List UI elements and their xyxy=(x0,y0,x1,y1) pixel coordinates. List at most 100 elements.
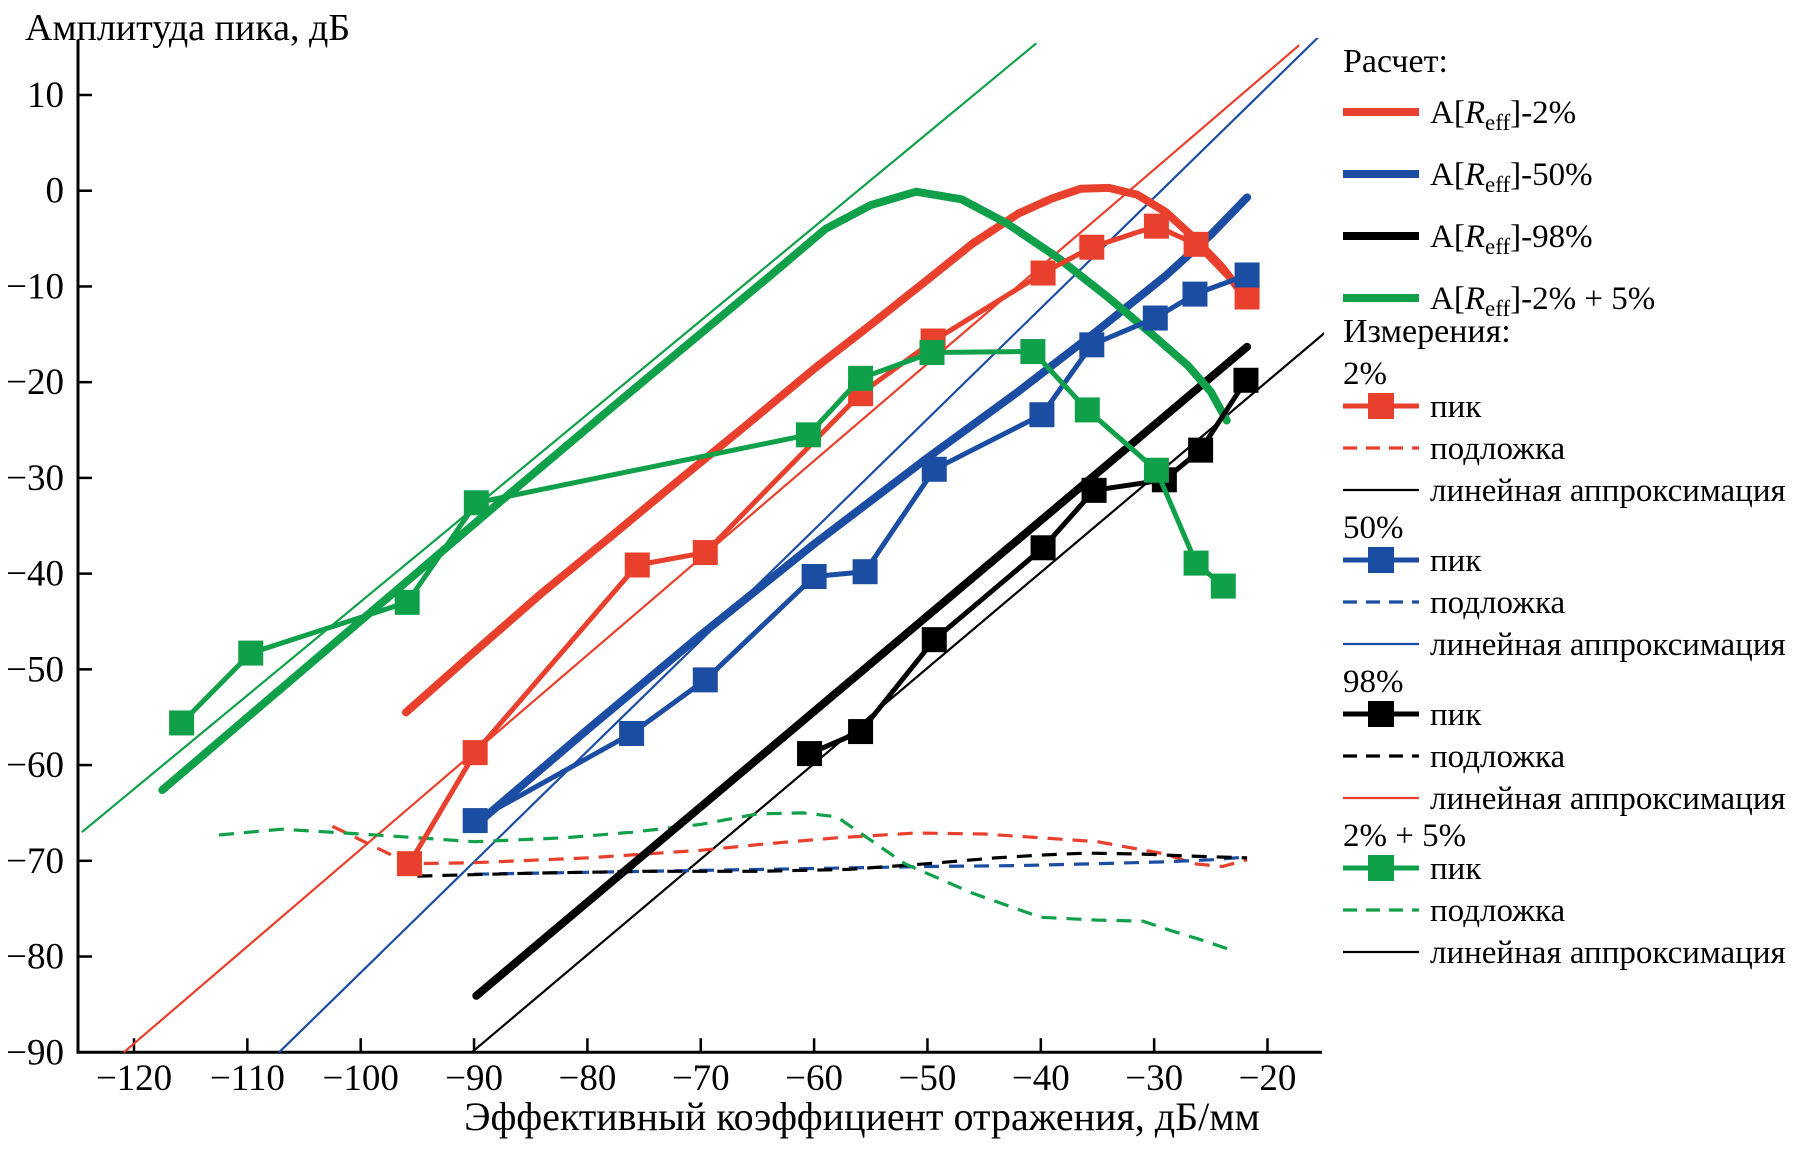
series-peak-green-marker xyxy=(238,640,264,666)
x-tick-label: −90 xyxy=(445,1058,503,1099)
series-peak-blue-marker xyxy=(1029,402,1055,428)
y-axis-title: Амплитуда пика, дБ xyxy=(25,7,350,49)
y-tick-label: 0 xyxy=(46,171,65,212)
legend-calc-title: Расчет: xyxy=(1343,43,1448,80)
series-peak-green-marker xyxy=(169,710,195,736)
series-peak-red-marker xyxy=(1030,260,1056,286)
y-tick-label: −70 xyxy=(6,841,64,882)
series-fit-blue-line xyxy=(278,38,1320,1054)
series-peak-black-marker xyxy=(848,719,874,745)
series-peak-red-line xyxy=(406,223,1250,867)
legend-section-header: 2% xyxy=(1343,356,1387,392)
x-tick-label: −40 xyxy=(1012,1058,1070,1099)
data-series xyxy=(81,38,1324,1054)
series-peak-red-marker xyxy=(396,851,422,877)
y-tick-label: −40 xyxy=(6,554,64,595)
series-peak-red-marker xyxy=(1079,234,1105,260)
series-peak-red-marker xyxy=(462,740,488,766)
series-peak-blue-marker xyxy=(462,808,488,834)
legend-calc-item-label: A[Reff]-98% xyxy=(1430,219,1593,259)
series-peak-green-marker xyxy=(394,589,420,615)
series-peak-blue-marker xyxy=(852,559,878,585)
series-peak-black-marker xyxy=(1030,535,1056,561)
y-tick-label: −90 xyxy=(6,1032,64,1073)
series-fit-black-line xyxy=(471,332,1324,1054)
x-tick-label: −70 xyxy=(672,1058,730,1099)
series-peak-green-line xyxy=(179,349,1226,726)
x-tick-label: −80 xyxy=(558,1058,616,1099)
y-tick-label: −50 xyxy=(6,649,64,690)
legend-item-label: линейная аппроксимация xyxy=(1430,627,1786,663)
series-calc-2plus5pct-line xyxy=(158,187,1231,794)
series-peak-black-marker xyxy=(797,741,823,767)
x-tick-label: −30 xyxy=(1125,1058,1183,1099)
x-tick-label: −100 xyxy=(323,1058,399,1099)
legend-item-label: линейная аппроксимация xyxy=(1430,473,1786,509)
series-peak-red-marker xyxy=(1143,213,1169,239)
series-substrate-black-line xyxy=(417,851,1248,878)
series-peak-green-marker xyxy=(1183,550,1209,576)
legend-swatch-peak-marker xyxy=(1368,855,1394,881)
series-substrate-blue-line xyxy=(474,855,1248,876)
x-tick-label: −120 xyxy=(96,1058,172,1099)
series-peak-blue-marker xyxy=(1182,281,1208,307)
legend-item-label: пик xyxy=(1430,697,1482,733)
series-peak-green-marker xyxy=(1020,339,1046,365)
x-tick-label: −20 xyxy=(1239,1058,1297,1099)
y-tick-label: −80 xyxy=(6,937,64,978)
x-tick-label: −60 xyxy=(785,1058,843,1099)
legend-item-label: пик xyxy=(1430,543,1482,579)
x-axis-title: Эффективный коэффициент отражения, дБ/мм xyxy=(464,1094,1260,1139)
series-peak-blue-marker xyxy=(619,720,645,746)
legend-item-label: линейная аппроксимация xyxy=(1430,935,1786,971)
legend: Расчет: A[Reff]-2% A[Reff]-50% A[Reff]-98% A… xyxy=(1343,43,1786,971)
series-peak-green-marker xyxy=(1143,457,1169,483)
series-calc-2pct-line xyxy=(402,183,1252,717)
series-peak-blue-marker xyxy=(692,667,718,693)
y-tick-label: −60 xyxy=(6,745,64,786)
legend-item-label: подложка xyxy=(1430,739,1565,775)
legend-section-header: 98% xyxy=(1343,664,1404,700)
series-peak-green-marker xyxy=(848,365,874,391)
series-calc-98pct-line xyxy=(472,342,1252,1000)
series-peak-black-marker xyxy=(921,627,947,653)
legend-item-label: пик xyxy=(1430,851,1482,887)
series-peak-black-marker xyxy=(1233,367,1259,393)
series-peak-red-marker xyxy=(1183,231,1209,257)
legend-calc-item-label: A[Reff]-2% xyxy=(1430,95,1576,135)
series-peak-red-marker xyxy=(1234,284,1260,310)
y-tick-label: −30 xyxy=(6,458,64,499)
legend-swatch-peak-marker xyxy=(1368,701,1394,727)
legend-item-label: пик xyxy=(1430,389,1482,425)
series-peak-green-marker xyxy=(1210,573,1236,599)
legend-swatch-peak-marker xyxy=(1368,393,1394,419)
series-fit-green-line xyxy=(81,42,1038,833)
legend-section-header: 2% + 5% xyxy=(1343,818,1466,854)
series-peak-blue-marker xyxy=(1234,262,1260,288)
series-peak-red-marker xyxy=(692,540,718,566)
legend-item-label: подложка xyxy=(1430,893,1565,929)
series-peak-green-marker xyxy=(795,422,821,448)
series-peak-blue-marker xyxy=(1142,305,1168,331)
y-tick-label: −20 xyxy=(6,362,64,403)
y-tick-label: −10 xyxy=(6,266,64,307)
series-peak-blue-marker xyxy=(801,563,827,589)
x-tick-label: −50 xyxy=(899,1058,957,1099)
series-peak-blue-marker xyxy=(1079,332,1105,358)
series-substrate-green-line xyxy=(218,811,1229,951)
series-peak-black-marker xyxy=(1188,437,1214,463)
legend-item-label: подложка xyxy=(1430,585,1565,621)
legend-measurements-title: Измерения: xyxy=(1343,313,1511,350)
legend-item-label: подложка xyxy=(1430,431,1565,467)
series-peak-red-marker xyxy=(624,552,650,578)
series-peak-black-marker xyxy=(1081,477,1107,503)
legend-swatch-peak-marker xyxy=(1368,547,1394,573)
legend-section-header: 50% xyxy=(1343,510,1404,546)
legend-calc-item-label: A[Reff]-2% + 5% xyxy=(1430,281,1655,321)
series-peak-green-marker xyxy=(463,490,489,516)
legend-item-label: линейная аппроксимация xyxy=(1430,781,1786,817)
series-peak-blue-marker xyxy=(921,456,947,482)
axes: −120 −110 −100 −90 −80 −70 −60 −50 −40 −30 −20 10 0 −… xyxy=(6,40,1322,1099)
